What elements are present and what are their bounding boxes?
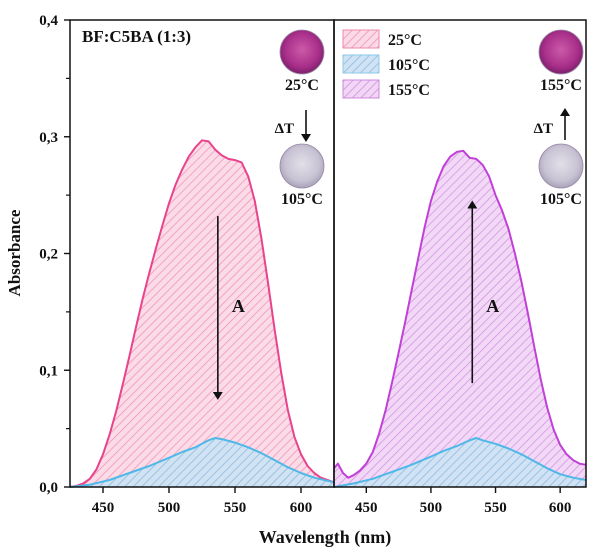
panel-right: A 155°C 105°C ΔT 450 500 550 600 [334, 30, 586, 516]
right-delta-t-label: ΔT [534, 121, 553, 137]
legend-swatch-25-c [343, 30, 379, 48]
right-sample-swatches: 155°C 105°C ΔT [534, 30, 583, 208]
x-axis-label: Wavelength (nm) [259, 527, 392, 548]
legend-label-155-c: 155°C [388, 82, 430, 99]
left-x-tick-label-450: 450 [92, 500, 115, 516]
y-tick-label-0-1: 0,1 [39, 363, 58, 379]
left-sample-swatches: 25°C 105°C ΔT [275, 30, 324, 208]
right-swatch-label-155-c: 155°C [540, 77, 582, 94]
legend-label-25-c: 25°C [388, 32, 422, 49]
right-swatch-label-105-c: 105°C [540, 191, 582, 208]
left-x-tick-label-500: 500 [158, 500, 181, 516]
y-tick-label-0-2: 0,2 [39, 247, 58, 263]
left-delta-t-label: ΔT [275, 121, 294, 137]
right-swatch-105-c [539, 144, 583, 188]
left-x-tick-label-600: 600 [290, 500, 313, 516]
y-tick-label-0-3: 0,3 [39, 130, 58, 146]
left-x-tick-label-550: 550 [224, 500, 247, 516]
legend-swatch-155-c [343, 80, 379, 98]
y-axis: 0,0 0,1 0,2 0,3 0,4 [39, 13, 70, 496]
right-x-ticks: 450 500 550 600 [355, 487, 571, 516]
y-axis-label: Absorbance [5, 209, 24, 296]
right-annotation-label: A [486, 296, 499, 316]
legend-swatch-105-c [343, 55, 379, 73]
right-x-tick-label-600: 600 [549, 500, 572, 516]
y-tick-label-0-0: 0,0 [39, 480, 58, 496]
left-swatch-25-c [280, 30, 324, 74]
y-tick-label-0-4: 0,4 [39, 13, 58, 29]
panel-left: A 25°C 105°C ΔT 450 500 550 600 BF:C5BA (1:3) [70, 27, 334, 516]
left-swatch-label-25-c: 25°C [285, 77, 319, 94]
legend-label-105-c: 105°C [388, 57, 430, 74]
right-x-tick-label-550: 550 [484, 500, 507, 516]
left-x-ticks: 450 500 550 600 [92, 487, 313, 516]
legend: 25°C 105°C 155°C [343, 30, 430, 99]
left-annotation-label: A [232, 296, 245, 316]
right-swatch-155-c [539, 30, 583, 74]
chart-title: BF:C5BA (1:3) [82, 27, 191, 46]
left-swatch-105-c [280, 144, 324, 188]
left-swatch-label-105-c: 105°C [281, 191, 323, 208]
right-x-tick-label-450: 450 [355, 500, 378, 516]
right-x-tick-label-500: 500 [420, 500, 443, 516]
